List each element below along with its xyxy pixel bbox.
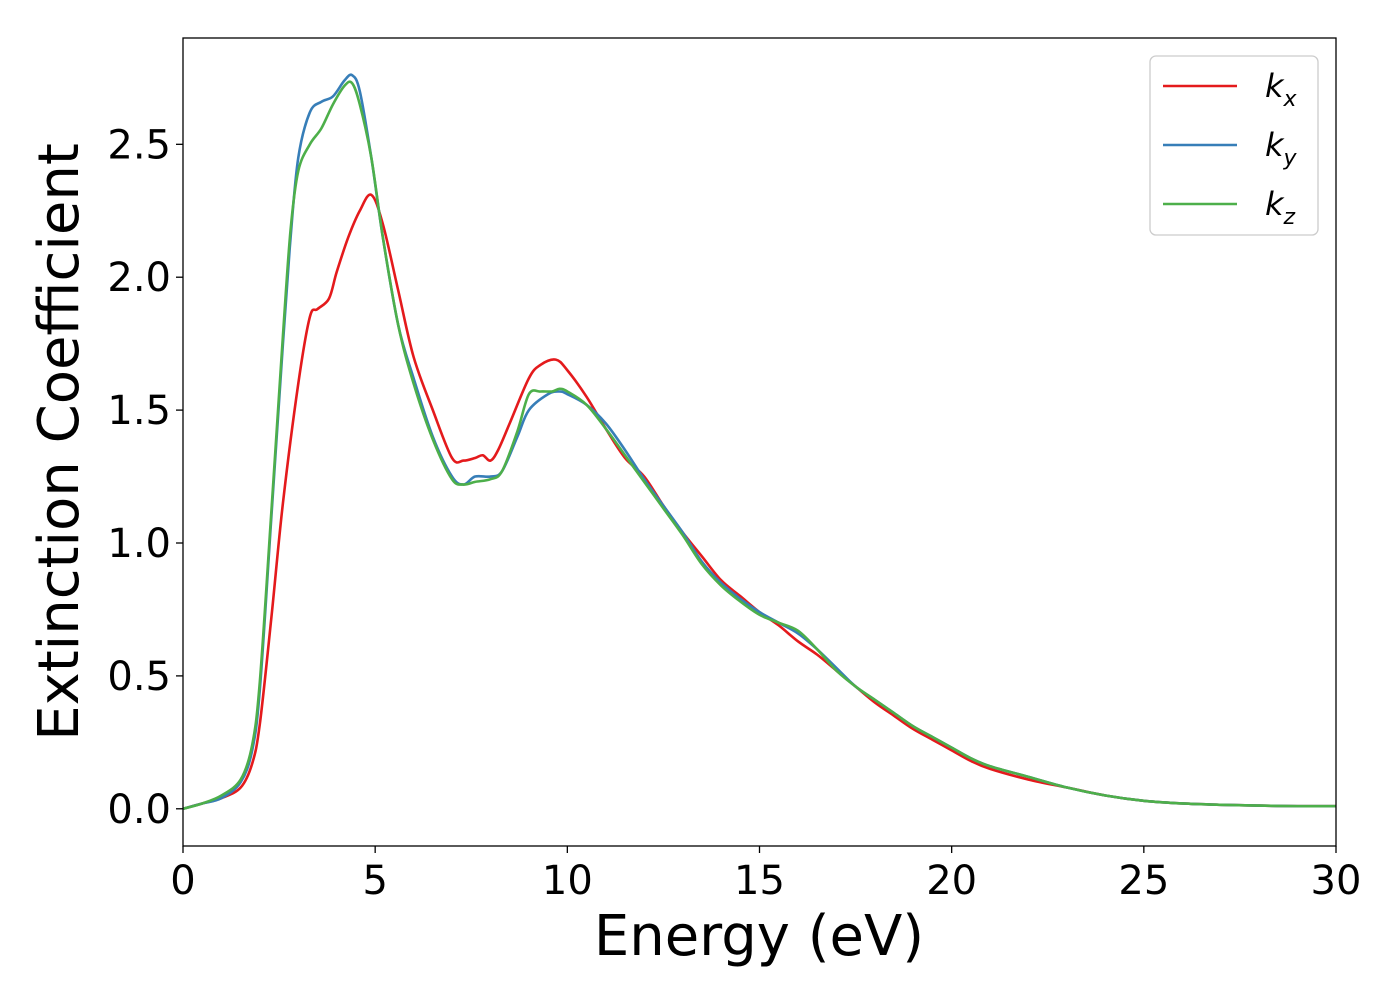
legend-label-subscript: y [1283,146,1298,171]
y-tick-label: 1.5 [107,388,171,434]
legend-label-kz: kz [1265,185,1296,230]
legend-label-base: k [1265,185,1285,223]
y-tick-label: 2.0 [107,255,171,301]
y-tick-label: 0.0 [107,787,171,833]
series-line-kz [183,80,1336,811]
legend-label-subscript: z [1283,205,1296,230]
x-tick-label: 30 [1311,858,1362,904]
legend-label-kx: kx [1265,67,1298,112]
x-axis-title: Energy (eV) [594,904,924,969]
x-tick-label: 5 [362,858,387,904]
series-line-kx [183,193,1336,811]
series-layer [183,73,1336,811]
x-axis-ticks: 0 5 10 15 20 25 30 [170,846,1361,904]
legend-label-base: k [1265,67,1285,105]
legend-label-ky: ky [1265,126,1298,171]
x-tick-label: 25 [1118,858,1169,904]
y-tick-label: 1.0 [107,521,171,567]
x-tick-label: 15 [734,858,785,904]
y-axis-ticks: 0.0 0.5 1.0 1.5 2.0 2.5 [107,122,183,833]
x-tick-label: 0 [170,858,195,904]
legend-label-subscript: x [1283,87,1298,112]
y-tick-label: 2.5 [107,122,171,168]
x-tick-label: 20 [926,858,977,904]
y-axis-title: Extinction Coefficient [27,143,92,741]
plot-frame [182,37,1337,847]
legend-label-base: k [1265,126,1285,164]
x-tick-label: 10 [542,858,593,904]
y-tick-label: 0.5 [107,654,171,700]
